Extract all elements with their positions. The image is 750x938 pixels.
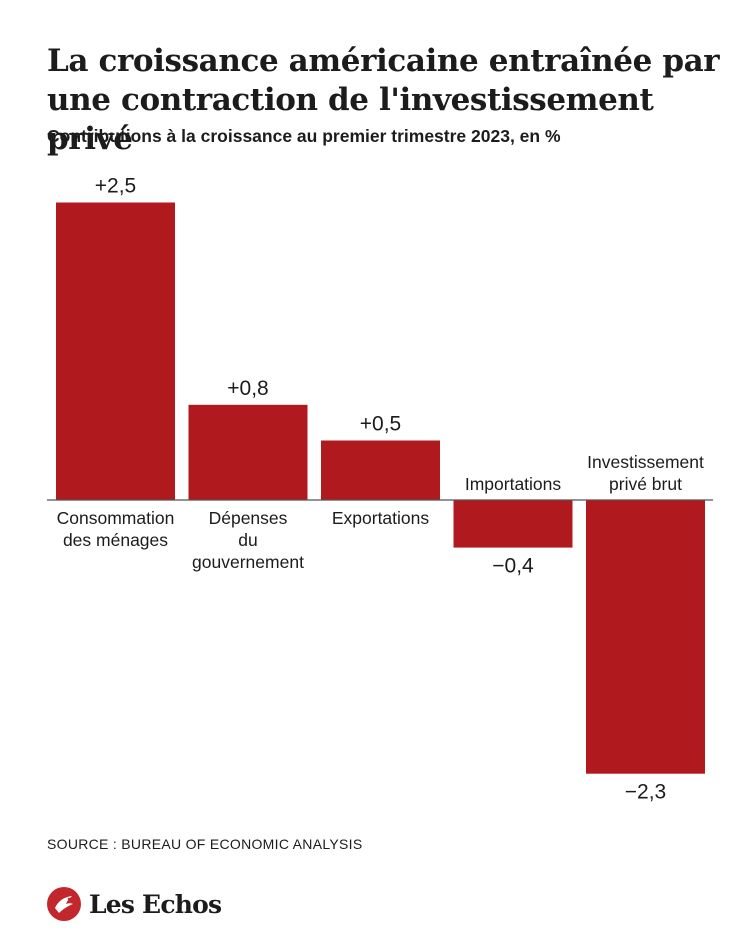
category-label: Investissement (587, 452, 704, 472)
data-label: −2,3 (625, 781, 666, 804)
data-label: −0,4 (492, 555, 534, 578)
bar (453, 500, 573, 548)
category-label: Consommation (57, 508, 175, 528)
category-label: Dépenses (209, 508, 288, 528)
bar (586, 500, 705, 774)
data-label: +2,5 (95, 175, 136, 198)
source-note: SOURCE : BUREAU OF ECONOMIC ANALYSIS (47, 836, 363, 852)
les-echos-logo-icon (47, 887, 81, 921)
category-label: gouvernement (192, 552, 304, 572)
data-label: +0,8 (227, 377, 268, 400)
bar (321, 440, 440, 500)
category-label: Importations (465, 474, 562, 494)
chart-subtitle: Contributions à la croissance au premier… (47, 126, 561, 146)
brand-name: Les Echos (89, 889, 222, 919)
category-label: du (238, 530, 257, 550)
chart-title: La croissance américaine entraînée par u… (47, 43, 720, 157)
data-label: +0,5 (360, 413, 401, 436)
category-label: des ménages (63, 530, 168, 550)
bar (56, 202, 175, 500)
bar (188, 404, 308, 500)
brand-logo: Les Echos (47, 887, 222, 921)
category-label: privé brut (609, 474, 682, 494)
category-label: Exportations (332, 508, 430, 528)
